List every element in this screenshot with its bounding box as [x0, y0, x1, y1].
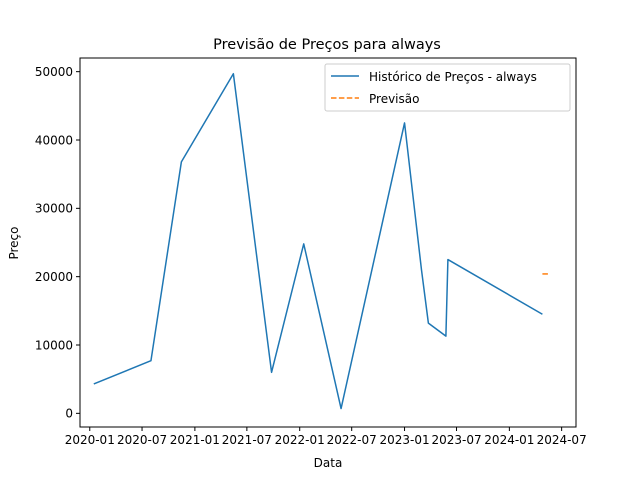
y-tick-label-4: 40000	[35, 133, 73, 147]
x-axis-label: Data	[314, 456, 343, 470]
x-tick-label-2: 2021-01	[170, 433, 220, 447]
x-tick-label-6: 2023-01	[379, 433, 429, 447]
x-tick-label-4: 2022-01	[275, 433, 325, 447]
chart-title: Previsão de Preços para always	[213, 37, 441, 53]
plot-frame	[79, 57, 577, 428]
x-tick-label-0: 2020-01	[65, 433, 115, 447]
x-tick-label-7: 2023-07	[431, 433, 481, 447]
y-tick-label-3: 30000	[35, 202, 73, 216]
y-tick-label-5: 50000	[35, 65, 73, 79]
series-line-0	[93, 72, 543, 410]
legend-label-history: Histórico de Preços - always	[369, 70, 537, 84]
legend: Histórico de Preços - always Previsão	[324, 63, 571, 112]
legend-label-forecast: Previsão	[369, 92, 419, 106]
x-tick-label-5: 2022-07	[327, 433, 377, 447]
y-tick-label-0: 0	[65, 407, 73, 421]
legend-box	[324, 63, 571, 112]
x-tick-label-3: 2021-07	[222, 433, 272, 447]
x-tick-label-9: 2024-07	[537, 433, 587, 447]
plot-area	[93, 72, 550, 410]
y-axis-label: Preço	[7, 226, 21, 259]
y-tick-label-2: 20000	[35, 270, 73, 284]
axes: 2020-01 2020-07 2021-01 2021-07 2022-01 2022-…	[35, 65, 587, 447]
x-tick-label-1: 2020-07	[117, 433, 167, 447]
x-tick-label-8: 2024-01	[484, 433, 534, 447]
y-tick-label-1: 10000	[35, 338, 73, 352]
